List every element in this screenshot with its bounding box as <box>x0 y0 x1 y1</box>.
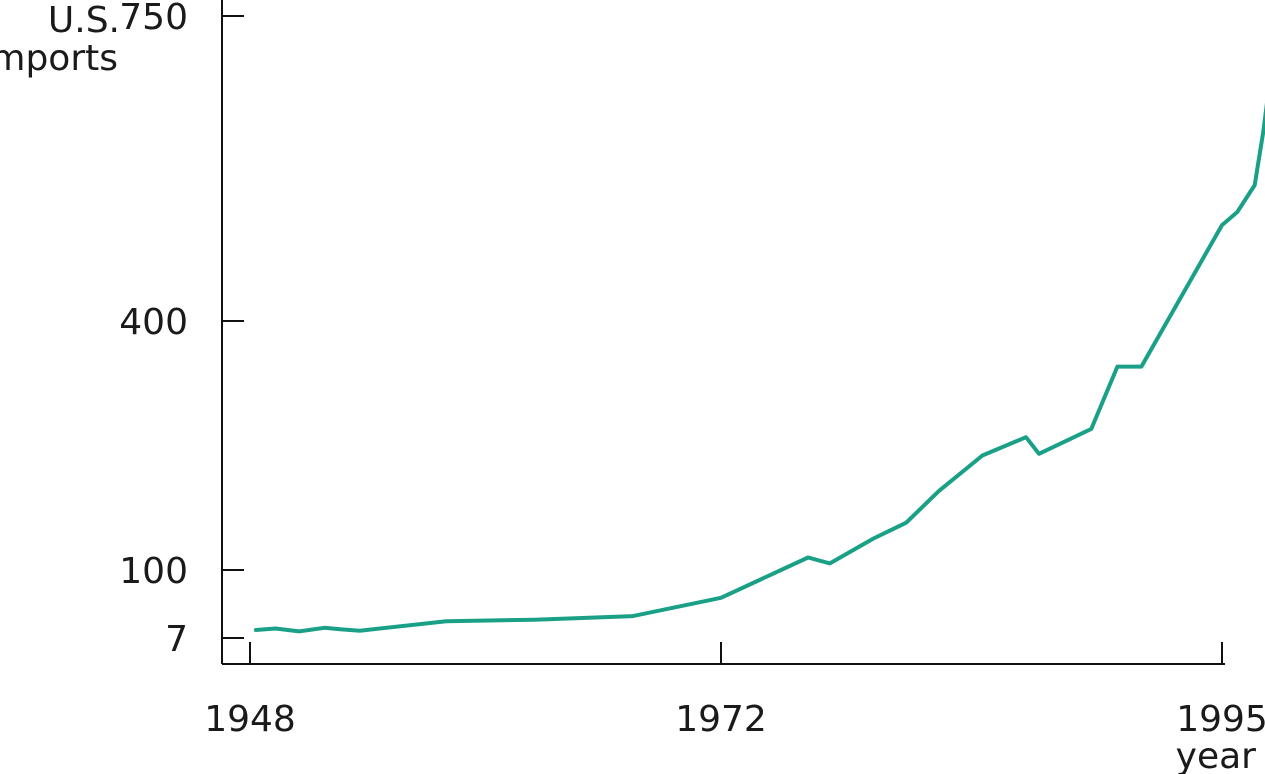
series-layer <box>253 102 1265 634</box>
series-line-0 <box>253 102 1265 634</box>
y-axis-label-line-2: imports <box>0 38 118 79</box>
y-axis-label-line-1: U.S. <box>48 0 120 41</box>
y-ticks: 750 400 100 7 <box>119 0 244 660</box>
x-ticks: 1948 1972 1995 <box>204 642 1265 740</box>
y-tick-label-7: 7 <box>165 619 188 660</box>
y-tick-label-400: 400 <box>119 302 188 343</box>
x-tick-label-1972: 1972 <box>675 699 767 740</box>
y-tick-label-750: 750 <box>119 0 188 38</box>
x-axis-label: year <box>1176 736 1257 774</box>
x-tick-label-1948: 1948 <box>204 699 296 740</box>
chart-axes <box>221 0 1225 665</box>
x-tick-label-1995: 1995 <box>1176 699 1265 740</box>
y-tick-label-100: 100 <box>119 551 188 592</box>
